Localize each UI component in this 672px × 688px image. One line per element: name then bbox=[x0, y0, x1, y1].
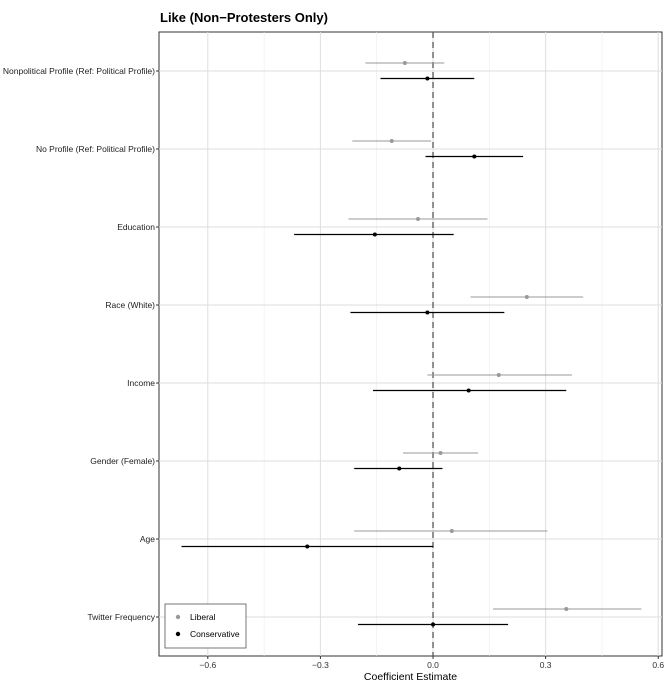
legend-box bbox=[164, 603, 247, 649]
x-tick-label: 0.6 bbox=[652, 660, 664, 670]
conservative-point-0 bbox=[425, 76, 430, 81]
liberal-point-2 bbox=[416, 217, 421, 221]
conservative-point-3 bbox=[425, 310, 430, 315]
x-tick-label: −0.6 bbox=[199, 660, 216, 670]
category-label: Gender (Female) bbox=[90, 456, 155, 466]
conservative-point-6 bbox=[305, 544, 310, 549]
plot-panel bbox=[158, 31, 663, 657]
category-label: Income bbox=[127, 378, 155, 388]
liberal-point-4 bbox=[496, 373, 501, 377]
conservative-point-4 bbox=[466, 388, 471, 393]
liberal-point-5 bbox=[438, 451, 443, 455]
category-label: Education bbox=[117, 222, 155, 232]
x-tick-label: 0.3 bbox=[540, 660, 552, 670]
conservative-point-2 bbox=[372, 232, 377, 237]
category-label: Race (White) bbox=[105, 300, 155, 310]
x-axis-ticks: −0.6 −0.3 0.0 0.3 0.6 bbox=[199, 656, 664, 670]
liberal-point-7 bbox=[564, 607, 569, 611]
liberal-point-3 bbox=[524, 295, 529, 299]
conservative-point-1 bbox=[472, 154, 477, 159]
x-tick-label: 0.0 bbox=[427, 660, 439, 670]
x-tick-label: −0.3 bbox=[312, 660, 329, 670]
chart-title: Like (Non−Protesters Only) bbox=[160, 10, 328, 25]
conservative-point-5 bbox=[397, 466, 402, 471]
data-marks bbox=[181, 61, 642, 627]
liberal-point-1 bbox=[389, 139, 394, 143]
category-label: No Profile (Ref: Political Profile) bbox=[36, 144, 155, 154]
x-axis-title: Coefficient Estimate bbox=[364, 671, 457, 683]
liberal-point-6 bbox=[449, 529, 454, 533]
grid-lines bbox=[159, 32, 662, 656]
legend-key-conservative bbox=[175, 631, 181, 637]
legend: Liberal Conservative bbox=[164, 603, 247, 649]
legend-label: Conservative bbox=[190, 629, 240, 639]
conservative-point-7 bbox=[431, 622, 436, 627]
category-label: Twitter Frequency bbox=[87, 612, 155, 622]
category-label: Age bbox=[140, 534, 155, 544]
legend-key-liberal bbox=[175, 614, 181, 620]
liberal-point-0 bbox=[402, 61, 407, 65]
legend-label: Liberal bbox=[190, 612, 216, 622]
category-label: Nonpolitical Profile (Ref: Political Pro… bbox=[3, 66, 155, 76]
category-labels: Nonpolitical Profile (Ref: Political Pro… bbox=[3, 66, 159, 622]
